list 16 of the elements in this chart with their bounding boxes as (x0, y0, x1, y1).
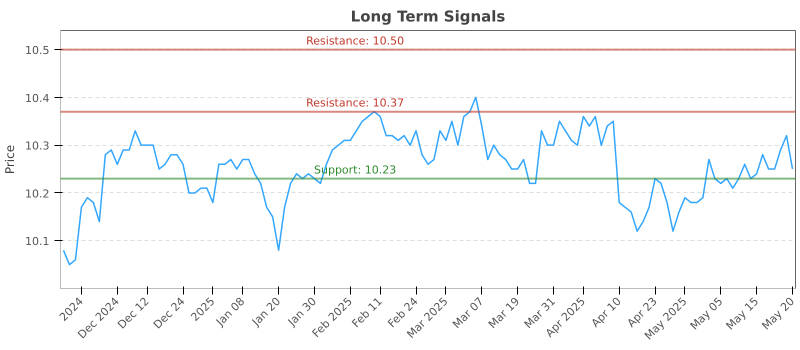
x-tick-label: Mar 19 (486, 294, 522, 332)
line-series (62, 96, 794, 266)
chart-title: Long Term Signals (350, 8, 506, 26)
y-tick-label: 10.1 (25, 235, 50, 248)
y-tick-label: 10.3 (25, 140, 50, 153)
ref-line-label: Resistance: 10.37 (306, 96, 404, 110)
ref-line-label: Resistance: 10.50 (306, 34, 404, 48)
x-tick-label: Apr 10 (588, 294, 624, 330)
y-tick-label: 10.5 (25, 44, 50, 58)
y-tick-label: 10.2 (25, 187, 50, 200)
x-tick-label: Jan 20 (248, 294, 284, 330)
y-axis-title: Price (3, 144, 18, 174)
y-tick-label: 10.4 (25, 92, 50, 105)
x-tick-label: Mar 07 (450, 294, 486, 332)
x-tick-label: Dec 24 (150, 294, 188, 332)
x-tick-label: Jan 08 (213, 294, 248, 330)
